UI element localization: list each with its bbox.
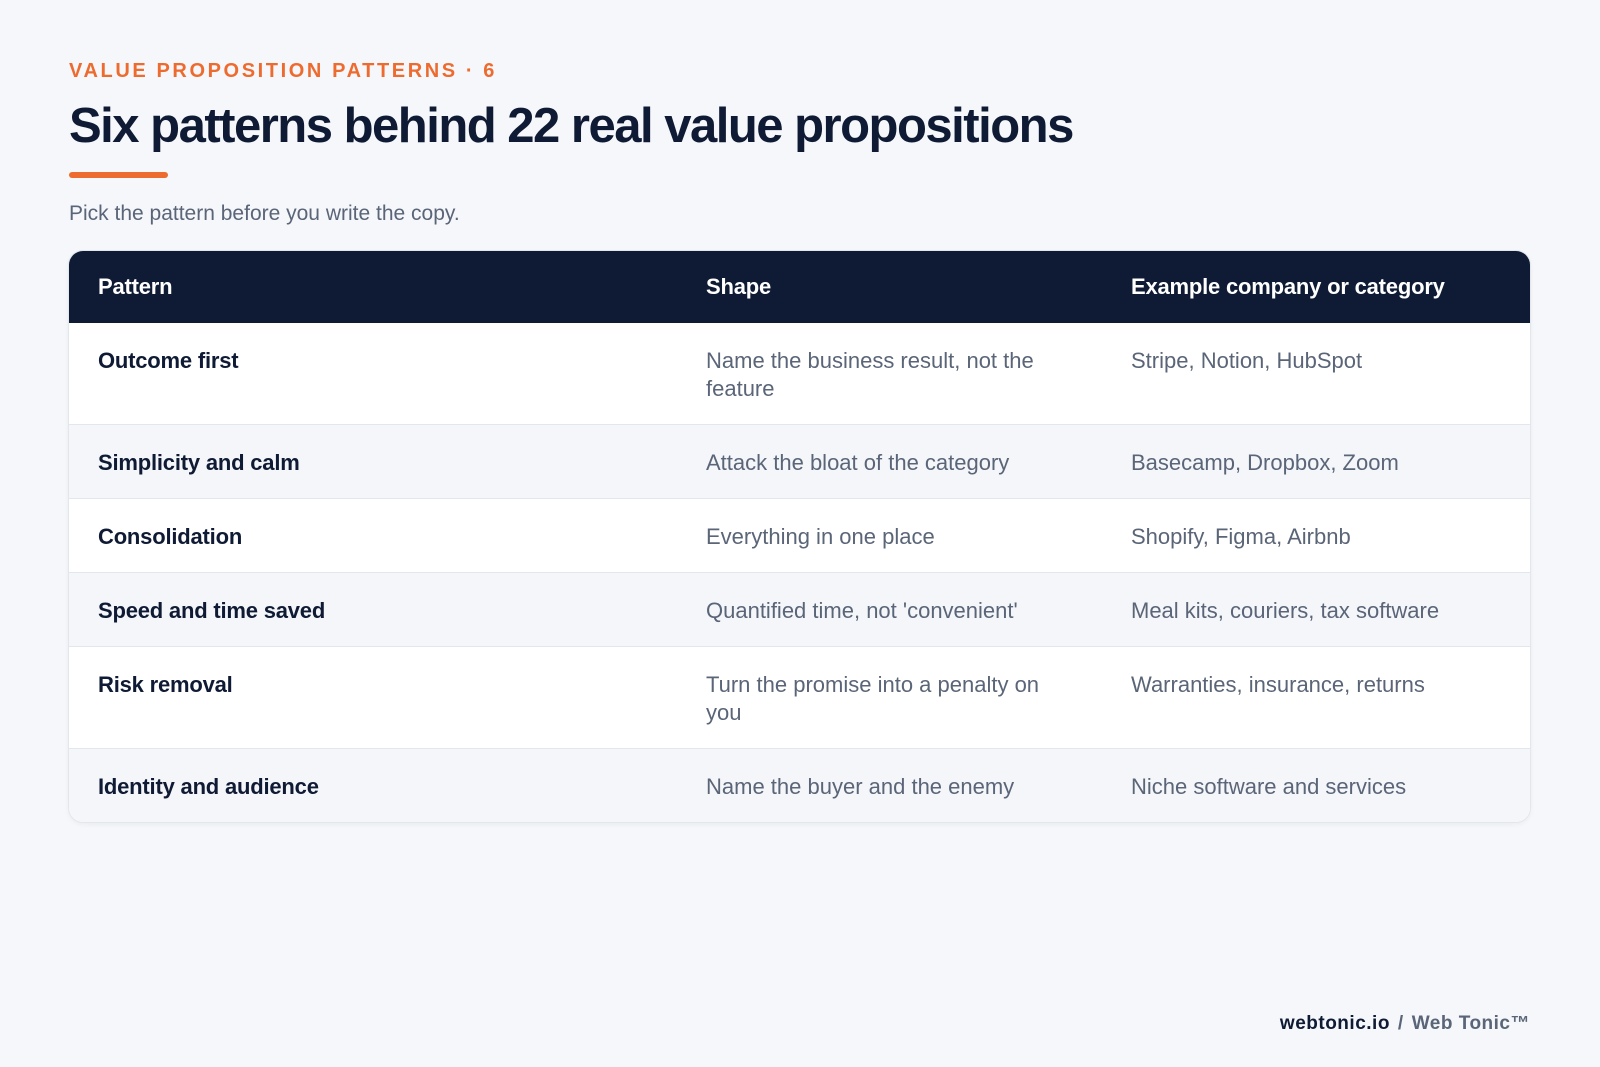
pattern-cell: Speed and time saved — [98, 598, 326, 623]
eyebrow-label: VALUE PROPOSITION PATTERNS · 6 — [69, 60, 498, 82]
column-header-pattern: Pattern — [98, 274, 173, 299]
shape-cell: Name the business result, not the featur… — [706, 348, 1034, 401]
table-header-row: Pattern Shape Example company or categor… — [69, 251, 1530, 323]
title-accent-rule — [69, 172, 168, 178]
shape-cell: Attack the bloat of the category — [706, 450, 1010, 475]
patterns-table: Pattern Shape Example company or categor… — [69, 251, 1530, 822]
table-row: Risk removal Turn the promise into a pen… — [69, 646, 1530, 749]
shape-cell: Quantified time, not 'convenient' — [706, 598, 1018, 623]
table-header: Pattern Shape Example company or categor… — [69, 251, 1530, 323]
shape-cell: Everything in one place — [706, 524, 935, 549]
shape-cell: Name the buyer and the enemy — [706, 774, 1015, 799]
column-header-example: Example company or category — [1131, 274, 1445, 299]
slide: VALUE PROPOSITION PATTERNS · 6 Six patte… — [69, 58, 1530, 822]
table-row: Outcome first Name the business result, … — [69, 323, 1530, 425]
page-subtitle: Pick the pattern before you write the co… — [69, 202, 460, 225]
example-cell: Basecamp, Dropbox, Zoom — [1131, 450, 1399, 475]
table-row: Consolidation Everything in one place Sh… — [69, 498, 1530, 573]
footer-separator: / — [1397, 1013, 1404, 1034]
pattern-cell: Risk removal — [98, 672, 233, 697]
example-cell: Shopify, Figma, Airbnb — [1131, 524, 1351, 549]
pattern-cell: Simplicity and calm — [98, 450, 300, 475]
example-cell: Warranties, insurance, returns — [1131, 672, 1425, 697]
footer-brand: Web Tonic™ — [1411, 1013, 1530, 1034]
example-cell: Meal kits, couriers, tax software — [1131, 598, 1440, 623]
table-row: Identity and audience Name the buyer and… — [69, 748, 1530, 822]
page-title: Six patterns behind 22 real value propos… — [69, 99, 1074, 153]
patterns-table-card: Pattern Shape Example company or categor… — [69, 251, 1530, 822]
table-body: Outcome first Name the business result, … — [69, 323, 1530, 822]
pattern-cell: Outcome first — [98, 348, 239, 373]
shape-cell: Turn the promise into a penalty on you — [706, 672, 1040, 725]
table-row: Simplicity and calm Attack the bloat of … — [69, 424, 1530, 499]
pattern-cell: Consolidation — [98, 524, 243, 549]
example-cell: Niche software and services — [1131, 774, 1407, 799]
footer-credit: webtonic.io / Web Tonic™ — [1280, 1012, 1530, 1036]
example-cell: Stripe, Notion, HubSpot — [1131, 348, 1363, 373]
footer-domain: webtonic.io — [1279, 1013, 1390, 1034]
pattern-cell: Identity and audience — [98, 774, 319, 799]
column-header-shape: Shape — [706, 274, 772, 299]
table-row: Speed and time saved Quantified time, no… — [69, 572, 1530, 647]
